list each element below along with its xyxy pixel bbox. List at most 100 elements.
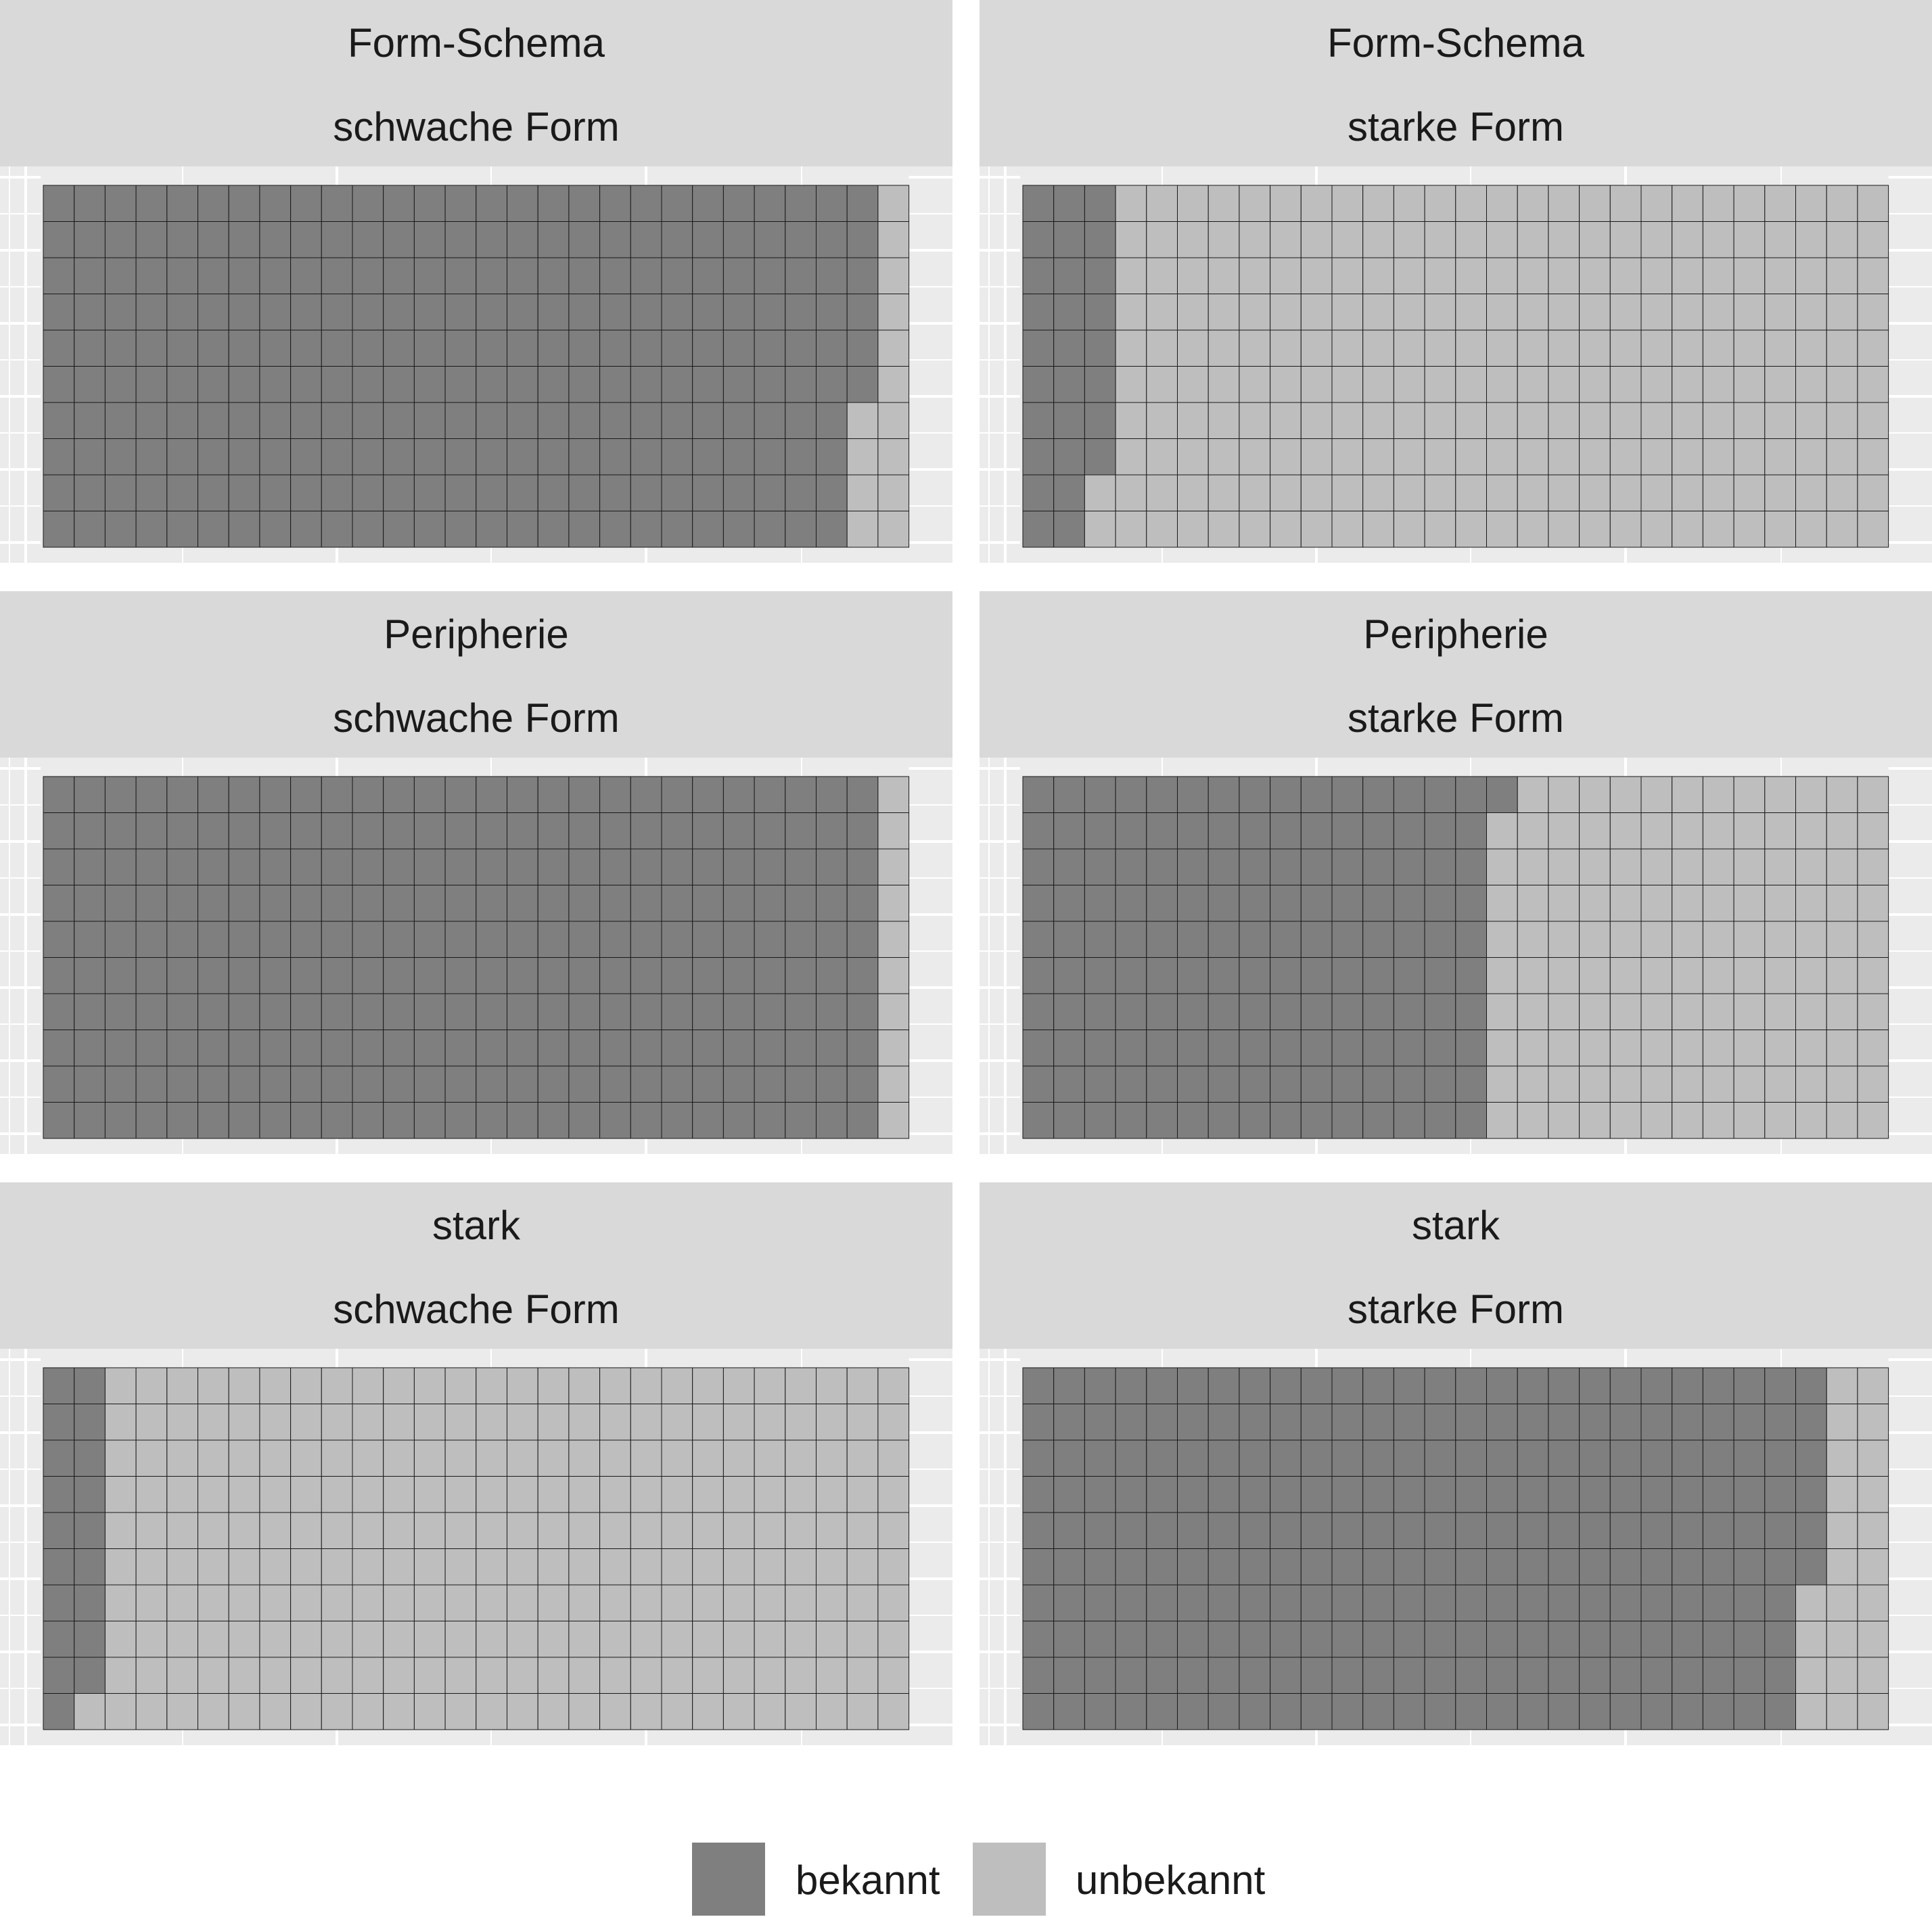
waffle-cell-unbekannt xyxy=(259,1476,292,1513)
waffle-cell-bekannt xyxy=(1455,1584,1488,1621)
waffle-cell-unbekannt xyxy=(1455,366,1488,403)
waffle-cell-unbekannt xyxy=(198,1693,229,1730)
waffle-cell-bekannt xyxy=(1084,1476,1116,1513)
waffle-cell-unbekannt xyxy=(1486,294,1518,331)
waffle-cell-bekannt xyxy=(1053,402,1085,439)
waffle-cell-unbekannt xyxy=(877,1030,910,1067)
waffle-cell-bekannt xyxy=(1053,776,1085,813)
waffle-cell-unbekannt xyxy=(1826,993,1858,1030)
waffle-cell-bekannt xyxy=(1115,957,1147,994)
waffle-cell-bekannt xyxy=(1362,993,1394,1030)
waffle-cell-bekannt xyxy=(1146,812,1178,850)
waffle-cell-unbekannt xyxy=(135,1693,168,1730)
waffle-cell-unbekannt xyxy=(135,1512,168,1549)
waffle-cell-unbekannt xyxy=(166,1657,199,1694)
waffle-cell-bekannt xyxy=(1455,1621,1488,1658)
waffle-cell-bekannt xyxy=(104,474,137,511)
waffle-cell-unbekannt xyxy=(1362,438,1394,476)
waffle-cell-bekannt xyxy=(352,402,384,439)
waffle-cell-bekannt xyxy=(754,921,786,958)
facet-row-label: Form-Schema xyxy=(1327,20,1585,66)
waffle-cell-bekannt xyxy=(321,957,353,994)
waffle-cell-unbekannt xyxy=(1331,438,1364,476)
waffle-cell-unbekannt xyxy=(1702,921,1734,958)
waffle-cell-unbekannt xyxy=(661,1693,693,1730)
waffle-cell-unbekannt xyxy=(661,1548,693,1586)
waffle-cell-bekannt xyxy=(1486,1693,1518,1730)
waffle-cell-bekannt xyxy=(630,848,662,885)
waffle-cell-bekannt xyxy=(816,402,848,439)
waffle-cell-bekannt xyxy=(692,921,724,958)
waffle-cell-unbekannt xyxy=(754,1621,786,1658)
waffle-cell-unbekannt xyxy=(692,1439,724,1477)
waffle-cell-bekannt xyxy=(661,957,693,994)
waffle-cell-bekannt xyxy=(1270,1030,1302,1067)
waffle-cell-unbekannt xyxy=(135,1476,168,1513)
waffle-cell-bekannt xyxy=(630,993,662,1030)
waffle-cell-bekannt xyxy=(383,993,415,1030)
waffle-cell-unbekannt xyxy=(290,1548,322,1586)
waffle-cell-unbekannt xyxy=(1795,511,1827,548)
waffle-cell-unbekannt xyxy=(444,1621,477,1658)
waffle-cell-bekannt xyxy=(1733,1476,1766,1513)
waffle-cell-bekannt xyxy=(785,257,817,294)
waffle-cell-unbekannt xyxy=(1270,329,1302,367)
waffle-cell-bekannt xyxy=(785,402,817,439)
waffle-cell-unbekannt xyxy=(1609,812,1642,850)
waffle-cell-bekannt xyxy=(537,402,570,439)
waffle-cell-unbekannt xyxy=(1795,294,1827,331)
waffle-cell-unbekannt xyxy=(228,1439,260,1477)
waffle-cell-unbekannt xyxy=(1424,474,1456,511)
waffle-cell-unbekannt xyxy=(754,1693,786,1730)
waffle-cell-bekannt xyxy=(1208,1657,1240,1694)
waffle-cell-bekannt xyxy=(1455,1439,1488,1477)
waffle-cell-unbekannt xyxy=(1640,402,1673,439)
waffle-cell-unbekannt xyxy=(816,1439,848,1477)
waffle-cell-unbekannt xyxy=(1239,221,1271,258)
waffle-cell-bekannt xyxy=(166,848,199,885)
waffle-cell-bekannt xyxy=(1177,1693,1209,1730)
waffle-cell-bekannt xyxy=(198,257,229,294)
waffle-cell-bekannt xyxy=(1455,848,1488,885)
waffle-cell-unbekannt xyxy=(722,1476,755,1513)
waffle-cell-bekannt xyxy=(352,294,384,331)
waffle-cell-bekannt xyxy=(74,1404,106,1441)
waffle-cell-unbekannt xyxy=(1857,402,1889,439)
waffle-cell-bekannt xyxy=(228,511,260,548)
waffle-cell-bekannt xyxy=(228,438,260,476)
waffle-cell-bekannt xyxy=(1300,1657,1333,1694)
waffle-cell-bekannt xyxy=(692,1030,724,1067)
waffle-cell-unbekannt xyxy=(444,1476,477,1513)
waffle-cell-bekannt xyxy=(846,185,879,222)
waffle-cell-unbekannt xyxy=(568,1512,601,1549)
waffle-cell-bekannt xyxy=(476,257,507,294)
waffle-cell-bekannt xyxy=(1609,1657,1642,1694)
waffle-cell-unbekannt xyxy=(1146,185,1178,222)
waffle-cell-unbekannt xyxy=(1795,957,1827,994)
waffle-cell-bekannt xyxy=(1672,1693,1703,1730)
waffle-cell-unbekannt xyxy=(290,1512,322,1549)
waffle-cell-bekannt xyxy=(599,221,631,258)
waffle-cell-bekannt xyxy=(1022,921,1055,958)
waffle-cell-bekannt xyxy=(722,1030,755,1067)
waffle-cell-unbekannt xyxy=(1455,511,1488,548)
waffle-cell-bekannt xyxy=(1362,1439,1394,1477)
waffle-cell-bekannt xyxy=(1455,1030,1488,1067)
waffle-cell-unbekannt xyxy=(1517,329,1549,367)
waffle-cell-unbekannt xyxy=(1640,957,1673,994)
waffle-cell-unbekannt xyxy=(537,1512,570,1549)
waffle-cell-bekannt xyxy=(43,812,75,850)
waffle-cell-bekannt xyxy=(104,221,137,258)
waffle-cell-unbekannt xyxy=(630,1439,662,1477)
waffle-cell-bekannt xyxy=(1702,1584,1734,1621)
waffle-cell-unbekannt xyxy=(1486,511,1518,548)
waffle-cell-unbekannt xyxy=(1764,885,1797,922)
waffle-cell-bekannt xyxy=(413,185,446,222)
waffle-cell-unbekannt xyxy=(661,1621,693,1658)
waffle-cell-bekannt xyxy=(599,1030,631,1067)
waffle-cell-bekannt xyxy=(290,438,322,476)
waffle-cell-bekannt xyxy=(1764,1584,1797,1621)
waffle-cell-bekannt xyxy=(228,366,260,403)
waffle-cell-bekannt xyxy=(692,402,724,439)
waffle-cell-bekannt xyxy=(661,1102,693,1139)
